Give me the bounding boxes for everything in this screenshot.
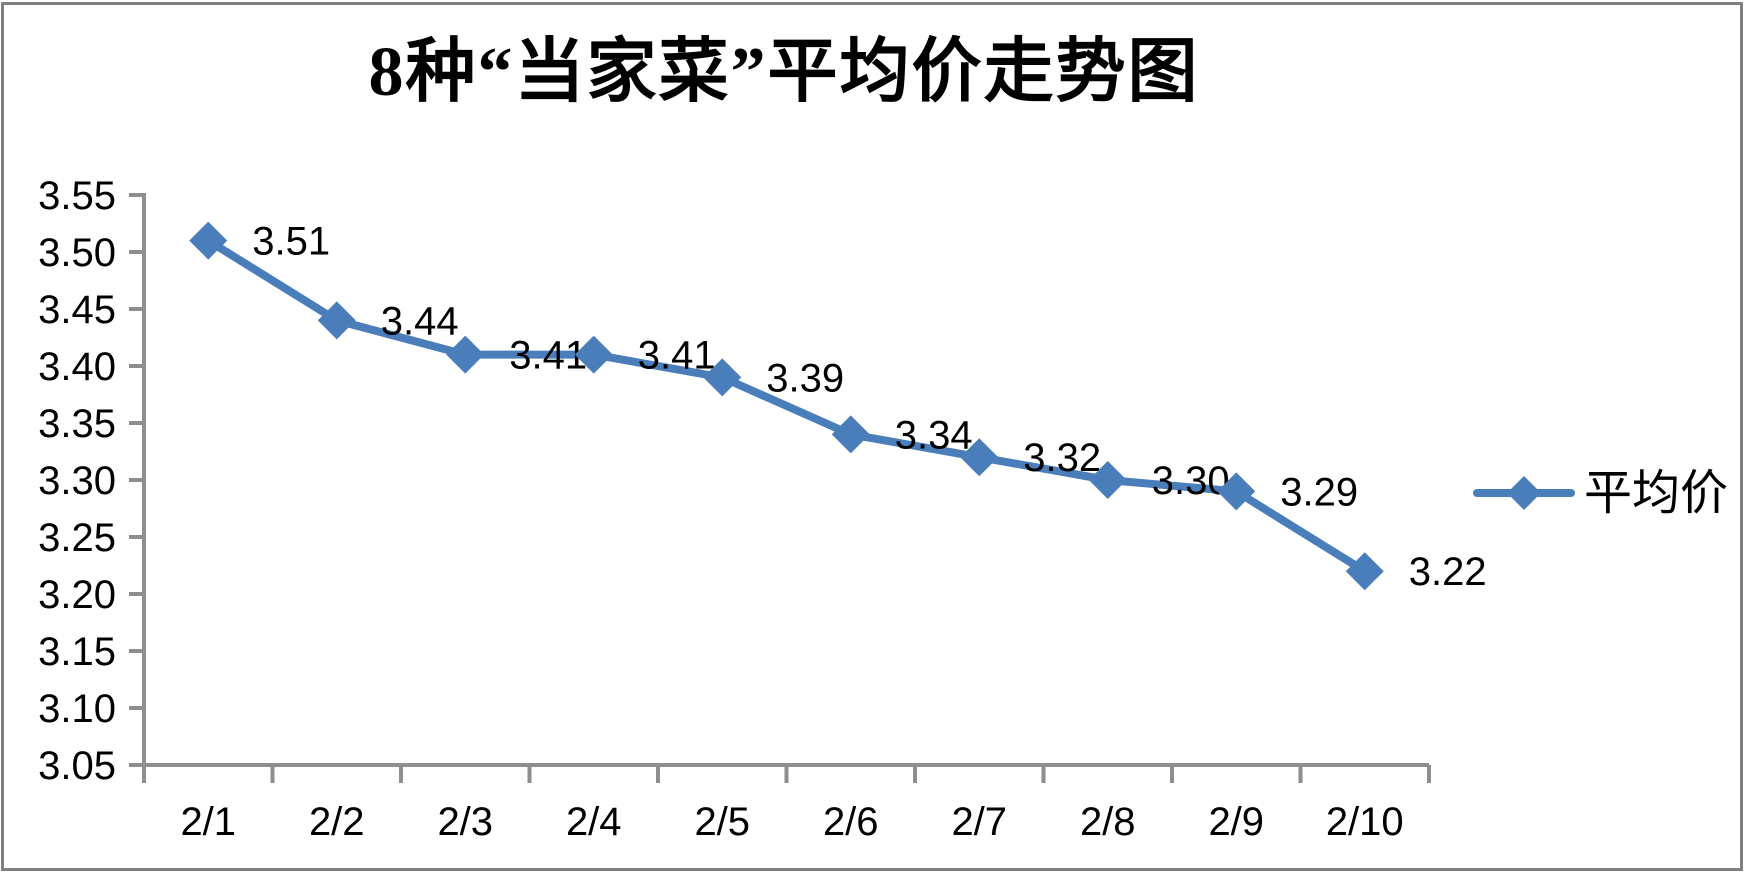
price-trend-line [204,236,1369,576]
x-axis-tick-label: 2/2 [309,800,365,844]
x-axis-tick-label: 2/5 [694,800,750,844]
data-point-value-label: 3.41 [638,334,716,378]
y-axis-tick-label: 3.20 [38,573,116,617]
y-axis-tick-label: 3.05 [38,744,116,788]
y-axis-tick-label: 3.25 [38,516,116,560]
data-point-value-label: 3.39 [766,356,844,400]
y-axis-tick-label: 3.50 [38,231,116,275]
data-point-marker-icon [446,335,485,374]
y-axis-tick-label: 3.15 [38,630,116,674]
data-point-marker-icon [703,358,742,397]
x-axis-tick-label: 2/4 [566,800,622,844]
x-axis-tick-label: 2/3 [437,800,493,844]
data-point-marker-icon [1217,472,1256,511]
x-axis-tick-label: 2/9 [1208,800,1264,844]
data-point-marker-icon [1088,461,1127,499]
x-axis-tick-label: 2/7 [951,800,1007,844]
chart-title: 8种“当家菜”平均价走势图 [368,34,1200,111]
data-point-value-label: 3.34 [895,413,973,457]
x-axis-tick-label: 2/8 [1080,800,1136,844]
x-axis-tick-label: 2/6 [823,800,879,844]
y-axis-tick-label: 3.10 [38,687,116,731]
data-point-value-label: 3.22 [1409,550,1487,594]
data-point-value-label: 3.32 [1023,436,1101,480]
data-point-marker-icon [831,415,870,454]
data-point-value-label: 3.44 [381,299,459,343]
data-point-value-label: 3.30 [1152,459,1230,503]
y-axis-tick-label: 3.55 [38,174,116,218]
data-point-value-label: 3.41 [509,334,587,378]
legend-diamond-icon [1507,476,1541,510]
y-axis-tick-label: 3.35 [38,402,116,446]
y-axis-tick-label: 3.30 [38,459,116,503]
legend-series-label: 平均价 [1584,467,1728,520]
x-axis-tick-label: 2/10 [1326,800,1404,844]
y-axis-tick-label: 3.45 [38,288,116,332]
x-axis-tick-label: 2/1 [180,800,236,844]
data-point-marker-icon [574,335,613,374]
data-point-marker-icon [960,438,999,477]
data-point-value-label: 3.51 [252,220,330,264]
y-axis-tick-label: 3.40 [38,345,116,389]
data-point-value-label: 3.29 [1280,470,1358,514]
data-point-marker-icon [317,301,356,340]
data-point-marker-icon [1345,552,1384,591]
data-point-marker-icon [189,221,228,260]
line-chart-plot: 3.55 3.50 3.45 3.40 3.35 3.30 3.25 3.20 3.15 3.10… [38,174,1728,844]
